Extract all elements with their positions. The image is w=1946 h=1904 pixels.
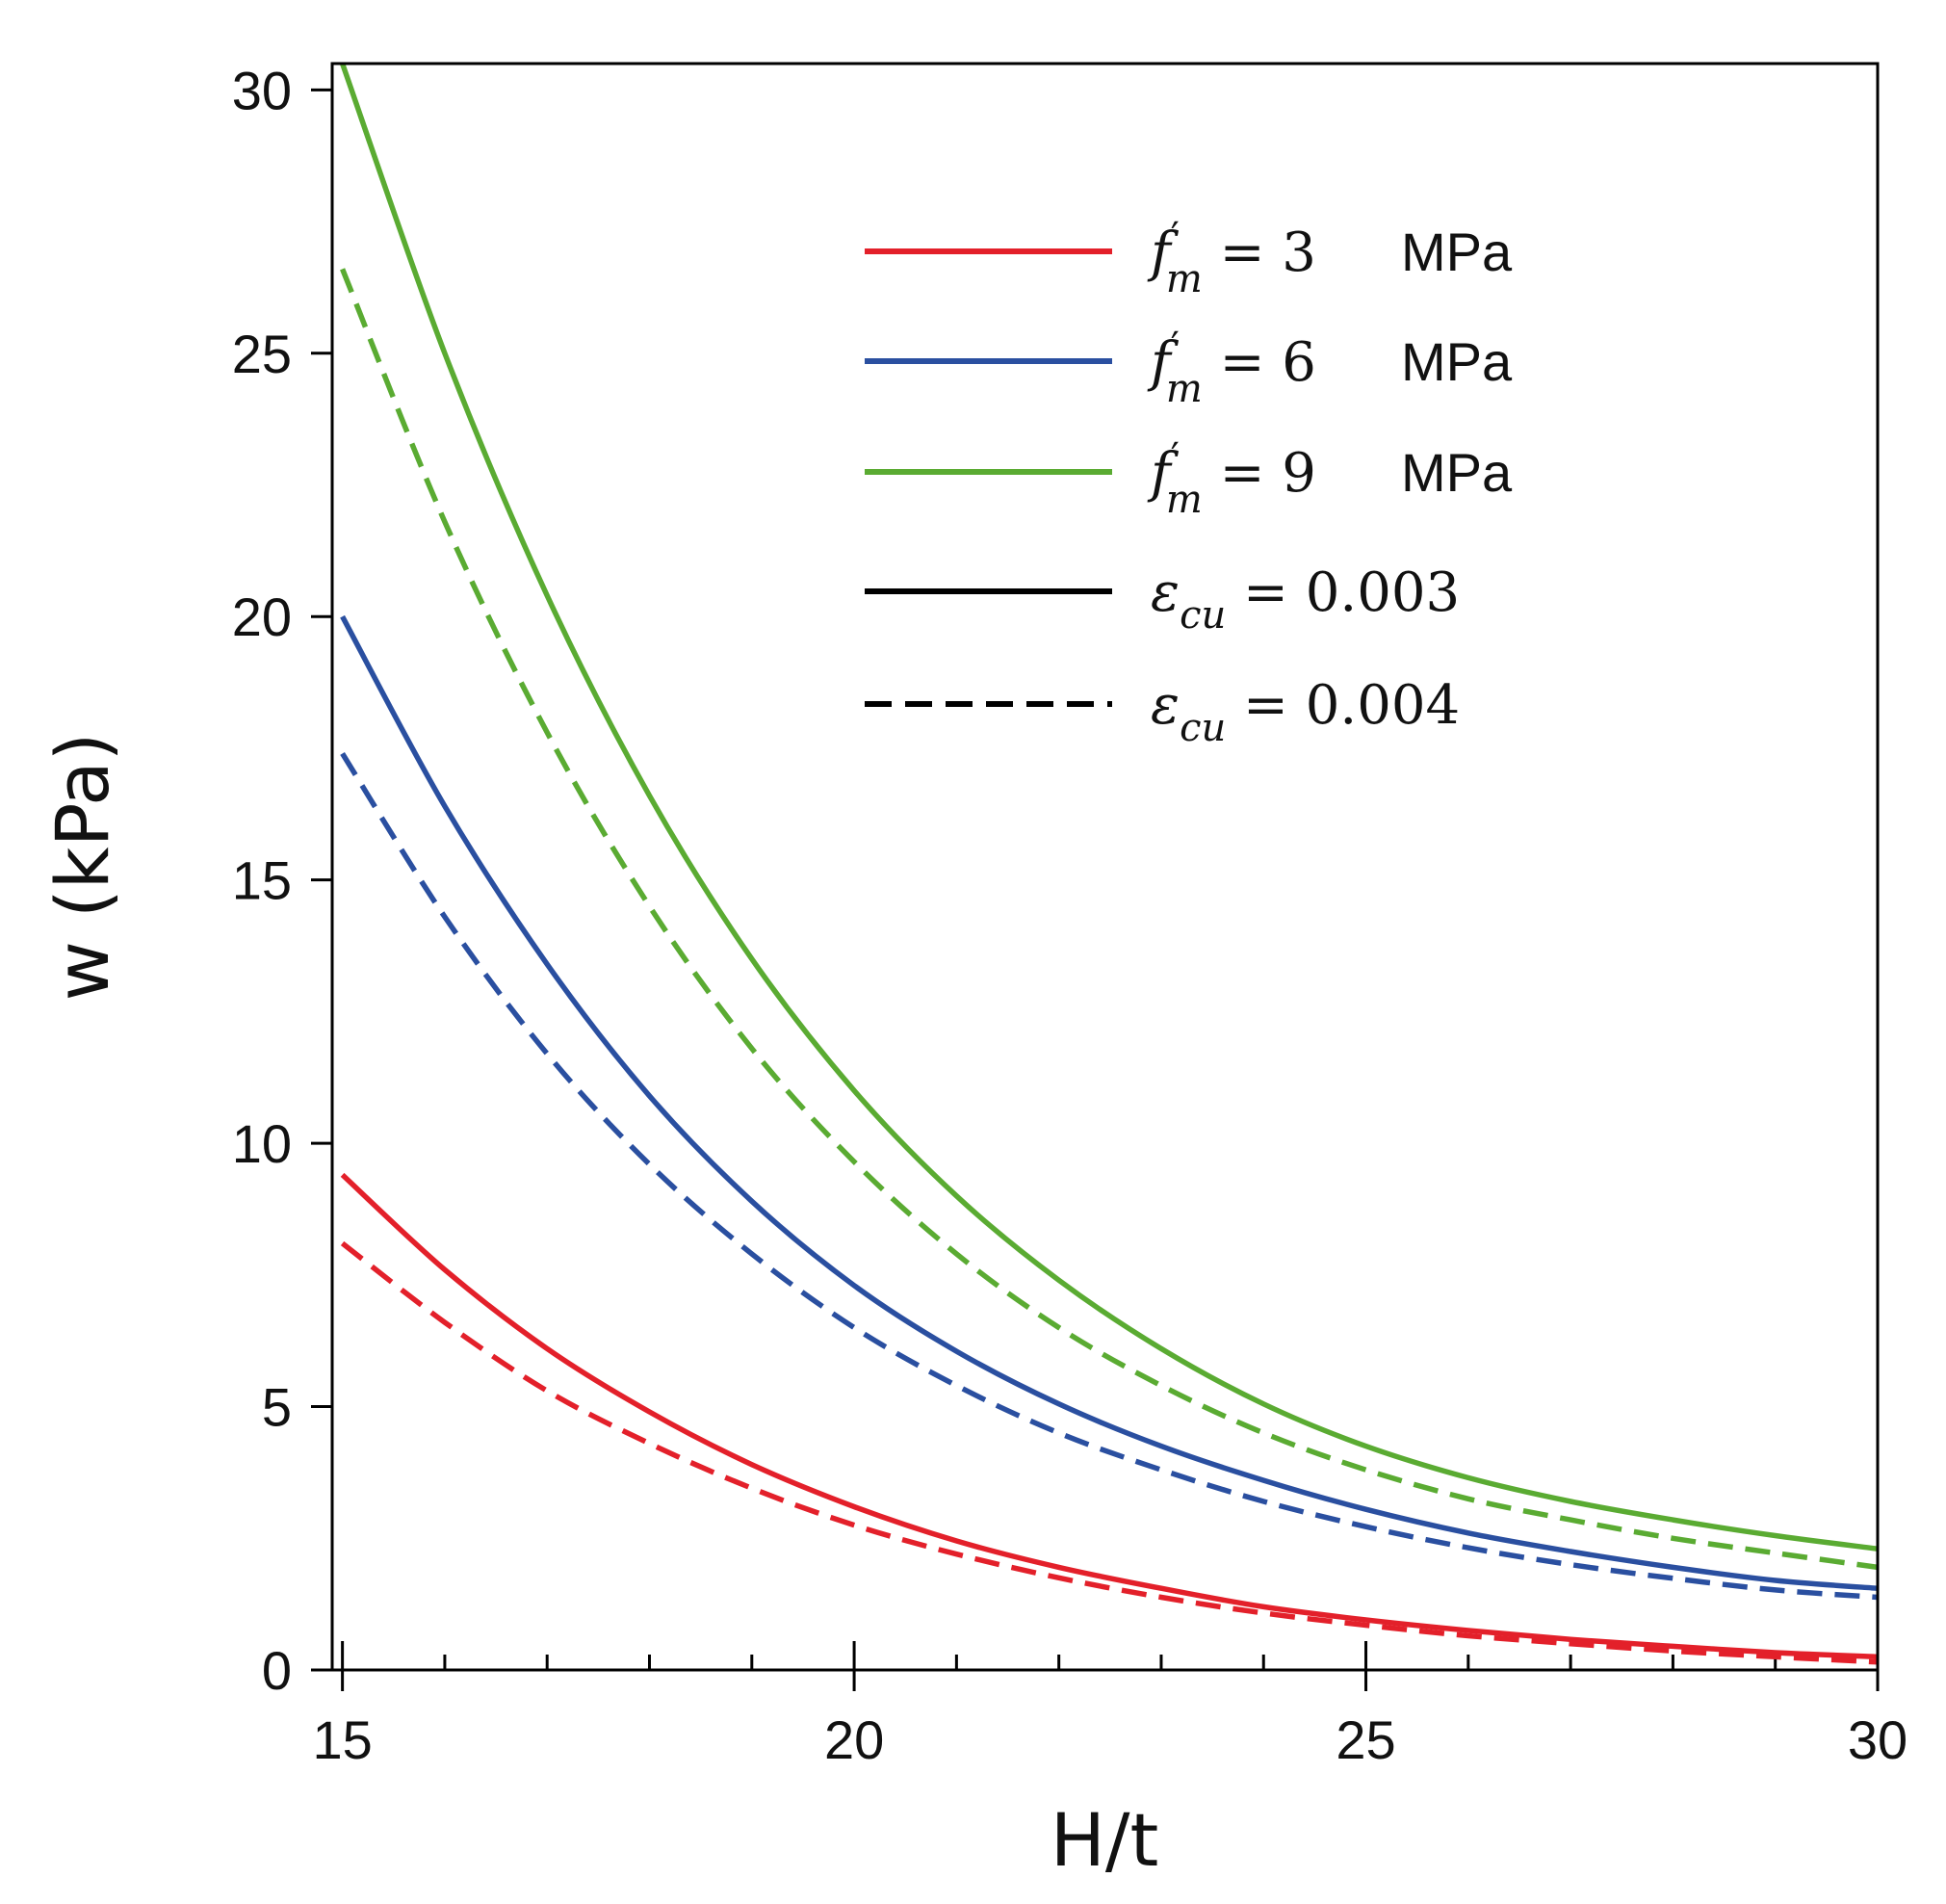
legend-label-3: εcu = 0.003 — [1151, 561, 1460, 638]
legend-unit-2: MPa — [1401, 442, 1513, 503]
series-line-5 — [340, 268, 1879, 1571]
y-tick-label: 20 — [232, 587, 292, 647]
legend-label-2: f′ m = 9 — [1147, 435, 1316, 522]
series-line-1 — [340, 1240, 1879, 1665]
y-tick-label: 10 — [232, 1113, 292, 1174]
series-line-3 — [340, 751, 1879, 1601]
legend-label-4: εcu = 0.004 — [1151, 674, 1460, 750]
y-tick-label: 0 — [262, 1640, 292, 1701]
legend-unit-1: MPa — [1401, 331, 1513, 392]
y-axis-title: w (kPa) — [39, 733, 125, 1002]
legend-label-0: f′ m = 3 — [1147, 215, 1316, 301]
y-tick-label: 15 — [232, 850, 292, 911]
tick-labels: 15 20 25 30 0 5 10 15 20 25 30 — [232, 60, 1907, 1770]
x-tick-label: 20 — [824, 1709, 884, 1770]
y-tick-label: 30 — [232, 60, 292, 120]
plot-frame — [330, 62, 1880, 1672]
legend: f′ m = 3 MPa f′ m = 6 MPa f′ m = 9 MPa εcu = 0.00… — [865, 215, 1513, 750]
series-line-2 — [340, 614, 1879, 1591]
series-line-0 — [340, 1172, 1879, 1660]
y-tick-label: 25 — [232, 324, 292, 384]
legend-label-1: f′ m = 6 — [1147, 325, 1316, 411]
x-tick-label: 30 — [1848, 1709, 1907, 1770]
major-ticks — [311, 88, 1880, 1691]
y-tick-label: 5 — [262, 1377, 292, 1438]
x-tick-label: 25 — [1336, 1709, 1395, 1770]
series-lines — [340, 63, 1879, 1665]
legend-unit-0: MPa — [1401, 222, 1513, 282]
x-minor-ticks — [443, 1655, 1777, 1670]
series-line-4 — [340, 63, 1879, 1552]
x-tick-label: 15 — [312, 1709, 372, 1770]
x-axis-title: H/t — [1051, 1797, 1159, 1883]
